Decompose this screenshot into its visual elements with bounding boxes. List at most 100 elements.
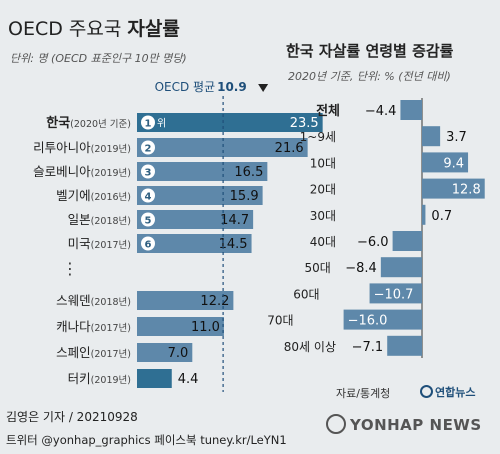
- value-label: 7.0: [168, 346, 189, 361]
- bar: [137, 162, 268, 181]
- watermark-text: YONHAP NEWS: [350, 416, 482, 434]
- value-label: 16.5: [234, 165, 263, 180]
- country-year: (2020년 기준): [70, 119, 131, 130]
- age-bar-row-4: 20대 12.8: [310, 178, 485, 199]
- age-category-label: 80세 이상: [284, 340, 336, 354]
- rank-badge: [141, 212, 155, 227]
- average-value-label: 10.9: [217, 80, 247, 94]
- yonhap-logo-icon: [420, 385, 433, 398]
- left-chart-title: OECD 주요국 자살률: [8, 14, 180, 41]
- value-label: −4.4: [365, 104, 397, 119]
- category-label: 스웨덴(2018년): [56, 293, 131, 308]
- category-label: 리투아니아(2019년): [33, 140, 131, 155]
- bar: [137, 317, 224, 336]
- country-year: (2017년): [91, 323, 131, 334]
- bar: [137, 210, 254, 229]
- bar: [137, 186, 263, 205]
- country-year: (2017년): [91, 349, 131, 360]
- value-label: 23.5: [290, 116, 319, 131]
- age-category-label: 30대: [310, 209, 336, 223]
- value-label: 9.4: [443, 156, 464, 171]
- left-title-prefix: OECD 주요국: [8, 18, 128, 40]
- category-label: 터키(2019년): [68, 371, 131, 386]
- age-bar-row-3: 10대 9.4: [310, 152, 469, 173]
- age-bar-row-5: 30대 0.7: [310, 204, 452, 225]
- country-name: 슬로베니아: [33, 164, 91, 179]
- country-name: 스웨덴: [56, 293, 91, 308]
- value-label: 11.0: [191, 320, 220, 335]
- bar: [137, 369, 172, 388]
- rank-badge: [141, 115, 155, 130]
- value-label: −6.0: [357, 235, 389, 250]
- bar: [422, 204, 426, 225]
- age-bar-row-7: 50대 −8.4: [305, 257, 422, 278]
- rank-badge: [141, 140, 155, 155]
- byline: 김영은 기자 / 20210928: [6, 410, 138, 424]
- right-unit-note: 2020년 기준, 단위: % (전년 대비): [288, 70, 451, 83]
- rank-number: 2: [145, 144, 152, 155]
- value-label: 3.7: [446, 130, 467, 145]
- bar: [137, 343, 193, 362]
- bar-row-2: 리투아니아(2019년) 2 21.6: [33, 138, 308, 157]
- rank-number: 3: [145, 168, 152, 179]
- country-name: 캐나다: [56, 319, 91, 334]
- age-category-label: 60대: [293, 287, 319, 301]
- country-year: (2018년): [91, 297, 131, 308]
- bar: [400, 100, 422, 120]
- value-label: 15.9: [230, 189, 259, 204]
- gap-marker: ⋮: [62, 259, 78, 278]
- bar-row-1: 한국(2020년 기준) 1 위 23.5: [46, 113, 323, 132]
- bar: [392, 231, 422, 251]
- bar: [343, 309, 422, 330]
- agency-logo: 연합뉴스: [420, 384, 475, 400]
- country-year: (2019년): [91, 144, 131, 155]
- bar: [137, 291, 234, 310]
- average-label-text: OECD 평균: [155, 80, 216, 94]
- left-unit-note: 단위: 명 (OECD 표준인구 10만 명당): [10, 52, 187, 65]
- rank-number: 1: [145, 119, 152, 130]
- category-label: 미국(2017년): [68, 236, 131, 251]
- bar: [422, 152, 469, 173]
- country-name: 리투아니아: [33, 140, 91, 155]
- bar-row-7: 스웨덴(2018년) 12.2: [56, 291, 234, 310]
- average-marker-icon: [258, 84, 269, 92]
- oecd-average-label: OECD 평균 10.9: [155, 80, 269, 94]
- value-label: 4.4: [178, 372, 199, 387]
- age-bar-row-2: 1~9세 3.7: [300, 126, 467, 147]
- left-title-bold: 자살률: [127, 18, 180, 40]
- age-category-label: 10대: [310, 156, 336, 170]
- age-category-label: 20대: [310, 183, 336, 197]
- rank-badge: [141, 188, 155, 203]
- rank-suffix: 위: [157, 117, 166, 130]
- category-label: 슬로베니아(2019년): [33, 164, 131, 179]
- rank-number: 4: [145, 192, 152, 203]
- age-bar-row-6: 40대 −6.0: [310, 231, 422, 251]
- country-name: 한국: [46, 115, 70, 131]
- rank-number: 5: [145, 216, 152, 227]
- country-name: 일본: [68, 212, 91, 227]
- yonhap-watermark-icon: [326, 414, 346, 434]
- rank-number: 6: [145, 240, 152, 251]
- bar: [387, 335, 422, 356]
- bar: [137, 138, 308, 157]
- source-note: 자료/통계청: [336, 387, 391, 400]
- country-year: (2018년): [91, 216, 131, 227]
- bar: [369, 283, 422, 304]
- country-year: (2016년): [91, 192, 131, 203]
- category-label: 벨기에(2016년): [56, 188, 131, 203]
- social-links: 트위터 @yonhap_graphics 페이스북 tuney.kr/LeYN1: [6, 433, 287, 447]
- country-name: 터키: [68, 371, 91, 386]
- value-label: 12.2: [200, 294, 229, 309]
- value-label: −8.4: [345, 261, 377, 276]
- age-bar-row-8: 60대 −10.7: [293, 283, 422, 304]
- bar-row-9: 스페인(2017년) 7.0: [56, 343, 193, 362]
- value-label: 0.7: [431, 209, 452, 224]
- bar: [422, 126, 441, 147]
- age-category-label: 40대: [310, 235, 336, 249]
- bar: [380, 257, 422, 278]
- country-year: (2017년): [91, 240, 131, 251]
- age-category-label: 전체: [316, 103, 340, 119]
- age-category-label: 70대: [267, 314, 293, 328]
